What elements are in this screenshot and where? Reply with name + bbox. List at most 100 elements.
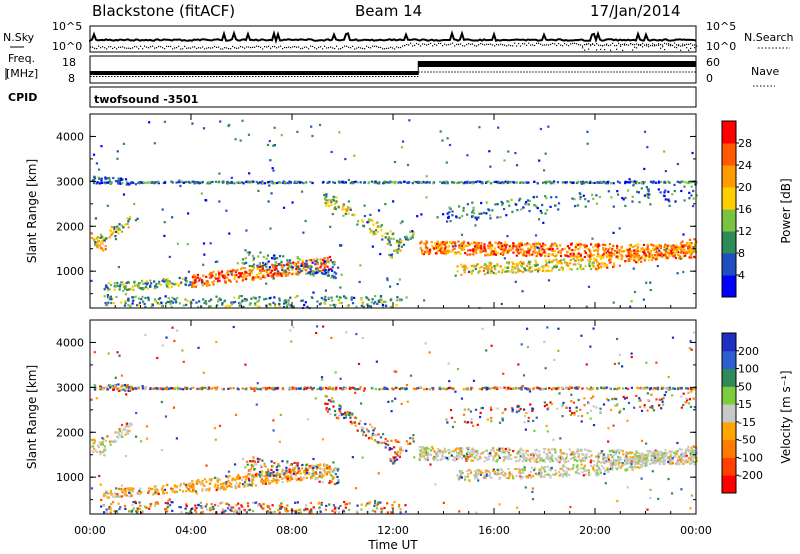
- heatmap-cell: [271, 180, 274, 183]
- heatmap-cell: [319, 302, 322, 305]
- noise-search-dot: [324, 45, 326, 47]
- heatmap-cell: [605, 386, 608, 389]
- heatmap-cell: [580, 268, 583, 271]
- heatmap-cell: [476, 180, 479, 183]
- heatmap-cell: [608, 251, 611, 254]
- heatmap-cell: [114, 238, 118, 241]
- noise-search-dot: [584, 44, 586, 46]
- heatmap-cell: [249, 302, 252, 305]
- heatmap-cell: [548, 180, 551, 183]
- heatmap-cell: [490, 266, 493, 269]
- noise-search-dot: [236, 47, 238, 49]
- heatmap-cell: [603, 181, 606, 184]
- heatmap-cell: [213, 280, 216, 283]
- heatmap-cell: [103, 492, 106, 495]
- heatmap-cell: [533, 204, 536, 207]
- noise-search-dot: [680, 45, 682, 47]
- heatmap-cell: [169, 299, 172, 302]
- heatmap-cell: [161, 208, 164, 211]
- heatmap-cell: [127, 297, 130, 300]
- heatmap-cell: [462, 209, 465, 212]
- heatmap-cell: [100, 177, 103, 180]
- heatmap-cell: [102, 387, 105, 391]
- heatmap-cell: [117, 232, 120, 235]
- heatmap-cell: [333, 409, 337, 413]
- heatmap-cell: [347, 212, 350, 215]
- heatmap-cell: [342, 214, 345, 217]
- heatmap-cell: [456, 270, 459, 273]
- heatmap-cell: [105, 386, 108, 389]
- heatmap-cell: [466, 203, 469, 206]
- noise-search-dot: [668, 44, 670, 46]
- heatmap-cell: [338, 414, 341, 417]
- heatmap-cell: [149, 285, 152, 288]
- heatmap-cell: [224, 305, 228, 308]
- heatmap-cell: [208, 182, 211, 185]
- heatmap-cell: [90, 445, 93, 448]
- heatmap-cell: [615, 255, 618, 258]
- heatmap-cell: [201, 284, 204, 287]
- noise-search-dot: [260, 46, 262, 48]
- heatmap-cell: [597, 452, 600, 455]
- heatmap-cell: [362, 427, 365, 430]
- heatmap-cell: [245, 180, 248, 183]
- heatmap-cell: [96, 181, 99, 184]
- heatmap-cell: [392, 446, 396, 449]
- heatmap-cell: [426, 241, 429, 244]
- heatmap-cell: [501, 243, 505, 247]
- heatmap-cell: [370, 426, 374, 429]
- heatmap-cell: [131, 285, 134, 288]
- heatmap-cell: [647, 450, 650, 453]
- heatmap-cell: [330, 296, 333, 299]
- heatmap-cell: [533, 264, 536, 267]
- heatmap-cell: [543, 251, 546, 254]
- heatmap-cell: [349, 206, 352, 210]
- heatmap-cell: [388, 240, 391, 243]
- heatmap-cell: [356, 220, 360, 223]
- heatmap-cell: [535, 268, 539, 271]
- heatmap-cell: [239, 274, 242, 278]
- heatmap-cell: [389, 181, 392, 184]
- heatmap-cell: [503, 270, 507, 273]
- heatmap-cell: [624, 180, 627, 183]
- heatmap-cell: [594, 455, 598, 458]
- heatmap-cell: [337, 481, 340, 484]
- heatmap-cell: [164, 295, 167, 298]
- noise-search-dot: [360, 47, 362, 49]
- heatmap-cell: [307, 266, 310, 269]
- heatmap-cell: [644, 254, 648, 257]
- heatmap-cell: [626, 255, 629, 258]
- heatmap-cell: [376, 302, 379, 305]
- heatmap-cell: [466, 446, 469, 450]
- heatmap-cell: [112, 231, 115, 234]
- freq-panel-frame: [89, 55, 697, 84]
- heatmap-cell: [184, 298, 187, 301]
- heatmap-cell: [122, 388, 125, 391]
- heatmap-cell: [184, 483, 187, 487]
- heatmap-cell: [444, 387, 448, 390]
- heatmap-cell: [599, 266, 602, 269]
- heatmap-cell: [518, 199, 521, 202]
- heatmap-cell: [645, 454, 648, 457]
- heatmap-cell: [573, 249, 576, 252]
- heatmap-cell: [489, 268, 493, 271]
- noise-search-dot: [500, 43, 502, 45]
- heatmap-cell: [586, 142, 589, 145]
- noise-search-dot: [638, 43, 640, 46]
- heatmap-cell: [521, 460, 525, 463]
- colorbar-segment: [722, 165, 736, 188]
- heatmap-cell: [682, 270, 685, 274]
- heatmap-cell: [182, 482, 186, 485]
- heatmap-cell: [502, 207, 506, 211]
- heatmap-cell: [328, 408, 331, 411]
- heatmap-cell: [143, 302, 146, 306]
- heatmap-cell: [271, 263, 274, 266]
- heatmap-cell: [567, 264, 570, 268]
- heatmap-cell: [419, 453, 422, 456]
- heatmap-cell: [216, 479, 219, 482]
- heatmap-cell: [554, 204, 557, 207]
- heatmap-cell: [548, 261, 551, 264]
- heatmap-cell: [471, 253, 474, 256]
- heatmap-cell: [318, 464, 321, 467]
- heatmap-cell: [446, 387, 449, 390]
